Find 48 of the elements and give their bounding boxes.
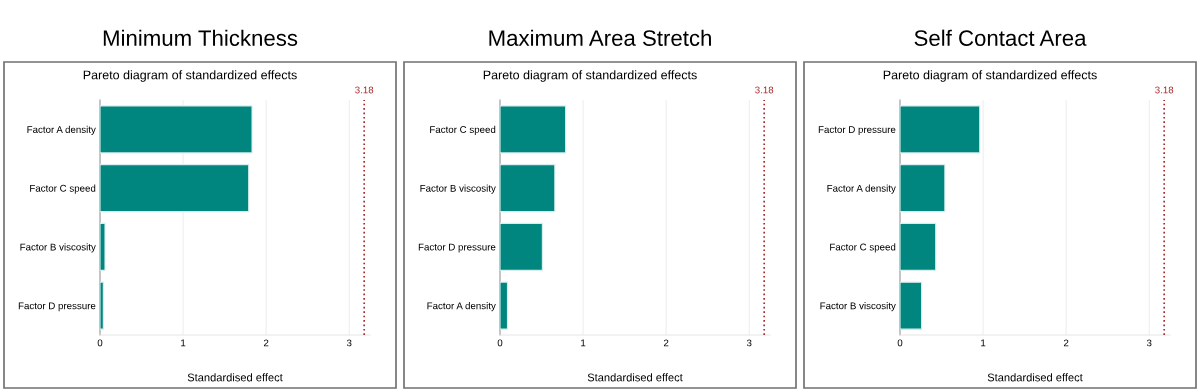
x-axis-title: Standardised effect (187, 373, 283, 382)
ref-line-label: 3.18 (755, 86, 774, 94)
y-tick-label: Factor D pressure (818, 126, 896, 135)
bar (500, 281, 509, 330)
x-axis-title: Standardised effect (987, 373, 1083, 382)
bar (100, 222, 106, 271)
bar (900, 105, 981, 154)
bar (500, 105, 567, 154)
y-tick-label: Factor A density (27, 125, 96, 135)
x-tick-label: 0 (97, 339, 103, 347)
x-axis-title: Standardised effect (587, 373, 683, 382)
x-tick-label: 0 (897, 339, 903, 347)
chart-subtitle: Pareto diagram of standardized effects (83, 70, 297, 82)
y-tick-label: Factor B viscosity (820, 302, 896, 312)
y-tick-label: Factor D pressure (18, 302, 96, 312)
x-tick-label: 0 (497, 339, 503, 347)
ref-line-label: 3.18 (355, 86, 374, 94)
y-tick-label: Factor B viscosity (20, 243, 96, 253)
x-tick-label: 2 (263, 339, 269, 347)
y-tick-label: Factor C speed (30, 184, 96, 194)
bar (100, 105, 253, 154)
y-tick-label: Factor D pressure (418, 243, 496, 253)
x-tick-label: 3 (1146, 339, 1152, 347)
y-tick-label: Factor C speed (830, 243, 896, 253)
bar (900, 164, 946, 213)
chart-title: Maximum Area Stretch (489, 29, 711, 46)
chart-title: Self Contact Area (914, 29, 1087, 46)
bar (500, 222, 543, 271)
y-tick-label: Factor B viscosity (420, 184, 496, 194)
x-tick-label: 3 (746, 339, 752, 347)
bar (500, 164, 556, 213)
x-tick-label: 2 (663, 339, 669, 347)
x-tick-label: 1 (581, 339, 586, 347)
chart-title: Minimum Thickness (103, 29, 298, 46)
bar (100, 164, 250, 213)
x-tick-label: 2 (1063, 339, 1069, 347)
y-tick-label: Factor A density (827, 184, 896, 194)
y-tick-label: Factor A density (427, 302, 496, 312)
bar (900, 222, 937, 271)
chart-subtitle: Pareto diagram of standardized effects (883, 70, 1097, 82)
x-tick-label: 3 (346, 339, 352, 347)
bar (100, 281, 104, 330)
y-tick-label: Factor C speed (430, 125, 496, 135)
x-tick-label: 1 (981, 339, 986, 347)
x-tick-label: 1 (181, 339, 186, 347)
bar (900, 281, 923, 330)
chart-subtitle: Pareto diagram of standardized effects (483, 70, 697, 82)
ref-line-label: 3.18 (1155, 86, 1174, 94)
